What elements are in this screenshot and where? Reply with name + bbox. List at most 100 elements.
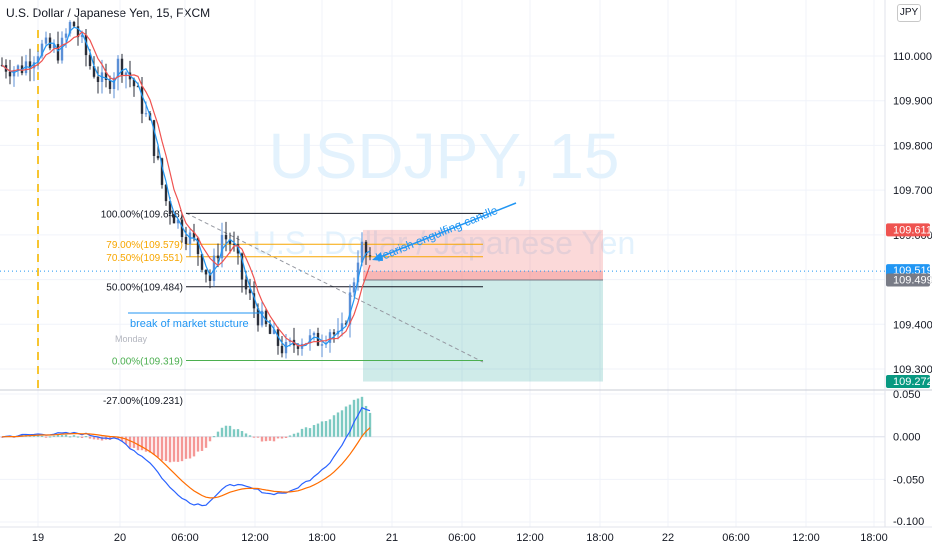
candle-body bbox=[272, 329, 276, 334]
macd-histogram-bar bbox=[40, 435, 44, 437]
candle-body bbox=[364, 241, 368, 256]
arrowhead-icon bbox=[372, 252, 383, 261]
price-tag-label: 109.611 bbox=[893, 224, 932, 236]
macd-histogram-bar bbox=[44, 436, 48, 438]
candle-body bbox=[308, 335, 312, 344]
macd-histogram-bar bbox=[72, 435, 76, 437]
fib-level-label: 100.00%(109.648) bbox=[101, 209, 183, 220]
price-tag bbox=[886, 273, 930, 287]
macd-histogram-bar bbox=[368, 412, 372, 437]
candle-body bbox=[132, 79, 136, 87]
candle-body bbox=[276, 329, 280, 346]
candle-body bbox=[200, 254, 204, 270]
candle-body bbox=[32, 62, 36, 69]
macd-histogram-bar bbox=[336, 412, 340, 437]
candle-body bbox=[156, 155, 160, 159]
chart-title: U.S. Dollar / Japanese Yen, 15, FXCM bbox=[6, 6, 211, 20]
macd-histogram-bar bbox=[164, 436, 168, 461]
candle-body bbox=[228, 239, 232, 244]
candle-body bbox=[160, 158, 164, 185]
macd-histogram-bar bbox=[312, 425, 316, 437]
candle-body bbox=[348, 292, 352, 325]
macd-histogram-bar bbox=[180, 436, 184, 462]
candle-body bbox=[168, 201, 172, 215]
macd-histogram-bar bbox=[152, 436, 156, 455]
candle-body bbox=[268, 324, 272, 334]
macd-histogram-bar bbox=[128, 436, 132, 448]
time-tick: 06:00 bbox=[448, 532, 476, 544]
candle-body bbox=[224, 234, 228, 240]
candle-body bbox=[56, 44, 60, 61]
time-tick: 22 bbox=[662, 532, 674, 544]
candle-body bbox=[152, 120, 156, 156]
macd-histogram-bar bbox=[364, 405, 368, 437]
macd-histogram-bar bbox=[0, 436, 4, 438]
macd-histogram-bar bbox=[48, 436, 52, 438]
candle-body bbox=[28, 61, 32, 69]
macd-histogram-bar bbox=[168, 436, 172, 463]
macd-histogram-bar bbox=[148, 436, 152, 453]
candle-body bbox=[280, 345, 284, 354]
candle-body bbox=[352, 282, 356, 293]
macd-histogram-bar bbox=[260, 436, 264, 442]
macd-histogram-bar bbox=[184, 436, 188, 459]
candle-body bbox=[172, 214, 176, 224]
time-tick: 21 bbox=[386, 532, 398, 544]
candle-body bbox=[232, 243, 236, 245]
candle-body bbox=[176, 219, 180, 224]
price-tick: 109.300 bbox=[893, 364, 932, 376]
slow-moving-average bbox=[1, 31, 371, 347]
candle-body bbox=[92, 66, 96, 77]
candle-body bbox=[8, 71, 12, 77]
candle-body bbox=[180, 219, 184, 238]
candle-body bbox=[116, 58, 120, 78]
candle-body bbox=[368, 255, 372, 257]
fib-level-label: 79.00%(109.579) bbox=[106, 240, 183, 251]
macd-histogram-bar bbox=[268, 436, 272, 441]
candle-body bbox=[52, 44, 56, 49]
macd-histogram-bar bbox=[172, 436, 176, 462]
candle-body bbox=[360, 241, 364, 263]
candle-body bbox=[184, 237, 188, 245]
macd-histogram-bar bbox=[340, 410, 344, 437]
currency-button[interactable]: JPY bbox=[897, 4, 921, 22]
macd-histogram-bar bbox=[32, 435, 36, 437]
candle-body bbox=[332, 332, 336, 335]
macd-histogram-bar bbox=[60, 435, 64, 437]
candle-body bbox=[320, 344, 324, 346]
macd-histogram-bar bbox=[332, 415, 336, 437]
fib-retracement-tool: 100.00%(109.648) 79.00%(109.579) 70.50%(10… bbox=[101, 209, 483, 407]
candle-body bbox=[216, 255, 220, 259]
macd-histogram-bar bbox=[232, 429, 236, 437]
candle-body bbox=[208, 274, 212, 281]
candle-body bbox=[16, 65, 20, 70]
macd-histogram-bar bbox=[136, 436, 140, 451]
time-tick: 19 bbox=[32, 532, 44, 544]
macd-histogram-bar bbox=[228, 425, 232, 437]
macd-histogram-bar bbox=[204, 436, 208, 448]
signal-line bbox=[1, 427, 371, 499]
candle-body bbox=[144, 113, 148, 115]
macd-histogram-bar bbox=[176, 436, 180, 462]
time-tick: 12:00 bbox=[516, 532, 544, 544]
fib-level-label: 70.50%(109.551) bbox=[106, 253, 183, 264]
price-tick: 109.700 bbox=[893, 185, 932, 197]
macd-line bbox=[1, 406, 371, 507]
time-tick: 18:00 bbox=[308, 532, 336, 544]
candle-body bbox=[72, 22, 76, 27]
candle-body bbox=[316, 332, 320, 346]
candle-body bbox=[344, 323, 348, 325]
candle-body bbox=[240, 253, 244, 280]
macd-histogram-bar bbox=[188, 436, 192, 459]
time-tick: 12:00 bbox=[792, 532, 820, 544]
macd-histogram-bar bbox=[224, 425, 228, 437]
candle-body bbox=[104, 72, 108, 80]
macd-histogram-bar bbox=[88, 436, 92, 439]
macd-histogram-bar bbox=[92, 436, 96, 440]
price-tick: 109.400 bbox=[893, 319, 932, 331]
price-tag bbox=[886, 223, 930, 237]
macd-histogram-bar bbox=[36, 435, 40, 437]
candle-body bbox=[36, 56, 40, 63]
candle-body bbox=[196, 237, 200, 255]
